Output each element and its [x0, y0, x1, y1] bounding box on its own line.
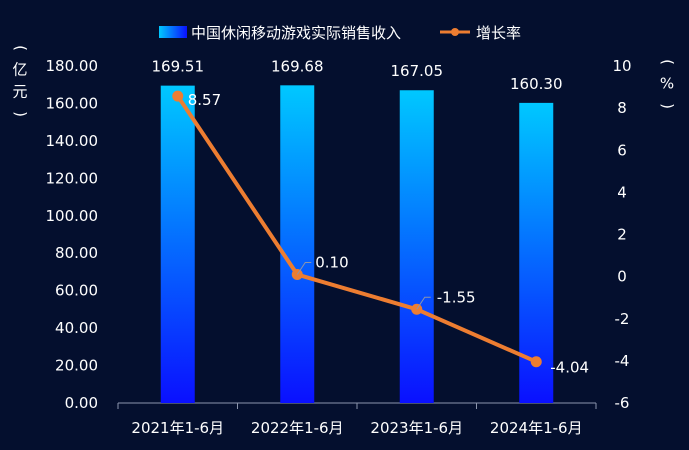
y-left-unit: ( 亿元)	[12, 45, 30, 117]
y-left-unit-char: )	[12, 111, 30, 117]
growth-line-path	[176, 95, 538, 364]
growth-point	[172, 90, 184, 102]
y-right-tick-label: 0	[617, 268, 627, 286]
line-label-leader	[296, 262, 312, 275]
bar-value-label: 160.30	[510, 75, 563, 93]
y-left-tick-label: 120.00	[46, 169, 99, 187]
y-left-unit-char: 元	[12, 83, 27, 101]
growth-line	[172, 90, 542, 368]
bar	[399, 90, 434, 404]
y-right-tick-label: 2	[617, 226, 627, 244]
x-axis: 2021年1-6月 2022年1-6月 2023年1-6月 2024年1-6月	[117, 402, 597, 437]
line-value-label: -1.55	[437, 288, 476, 306]
y-left-tick-label: 40.00	[55, 319, 98, 337]
bar-value-label: 167.05	[391, 62, 444, 80]
y-left-tick-label: 80.00	[55, 244, 98, 262]
y-right-unit-char: %	[660, 75, 674, 93]
y-right-unit-char: )	[659, 103, 677, 109]
bars	[160, 85, 554, 404]
x-category-label: 2021年1-6月	[131, 419, 224, 437]
x-category-label: 2023年1-6月	[370, 419, 463, 437]
line-value-label: 8.57	[188, 91, 221, 109]
y-left-tick-label: 60.00	[55, 282, 98, 300]
bar	[280, 85, 315, 403]
y-left-tick-label: 0.00	[65, 394, 98, 412]
x-category-label: 2024年1-6月	[490, 419, 583, 437]
legend: 中国休闲移动游戏实际销售收入 增长率	[159, 24, 521, 42]
legend-bar-swatch	[159, 26, 187, 38]
legend-line-label: 增长率	[476, 24, 521, 42]
bar-value-label: 169.68	[271, 57, 324, 75]
y-right-tick-label: -2	[615, 310, 630, 328]
y-left-axis: 0.00 20.00 40.00 60.00 80.00 100.00 120.00 140.…	[46, 57, 99, 412]
y-right-unit: (%)	[659, 59, 677, 109]
y-right-unit-char: (	[659, 59, 677, 65]
y-left-unit-char: (	[12, 45, 30, 51]
y-left-tick-label: 160.00	[46, 94, 99, 112]
bar-labels: 169.51 169.68 167.05 160.30	[152, 57, 563, 93]
y-right-tick-label: 4	[617, 183, 627, 201]
y-right-tick-label: 8	[617, 99, 627, 117]
y-right-tick-label: -4	[615, 352, 630, 370]
legend-bar-label: 中国休闲移动游戏实际销售收入	[191, 24, 401, 42]
y-right-tick-label: 10	[612, 57, 631, 75]
bar	[160, 85, 195, 403]
y-left-tick-label: 100.00	[46, 207, 99, 225]
line-value-label: 0.10	[315, 254, 348, 272]
x-category-label: 2022年1-6月	[251, 419, 344, 437]
y-right-tick-label: -6	[615, 394, 630, 412]
bar	[519, 102, 554, 403]
line-labels: 8.57 0.10 -1.55 -4.04	[188, 91, 589, 377]
growth-point	[530, 356, 542, 368]
y-right-axis: -6 -4 -2 0 2 4 6 8 10	[612, 57, 631, 412]
legend-line-marker	[451, 28, 459, 36]
y-left-unit-char: 亿	[12, 61, 27, 79]
y-left-tick-label: 180.00	[46, 57, 99, 75]
line-value-label: -4.04	[550, 359, 589, 377]
bar-value-label: 169.51	[152, 58, 205, 76]
y-left-tick-label: 140.00	[46, 132, 99, 150]
y-left-tick-label: 20.00	[55, 357, 98, 375]
y-right-tick-label: 6	[617, 141, 627, 159]
line-label-leader	[416, 296, 431, 310]
